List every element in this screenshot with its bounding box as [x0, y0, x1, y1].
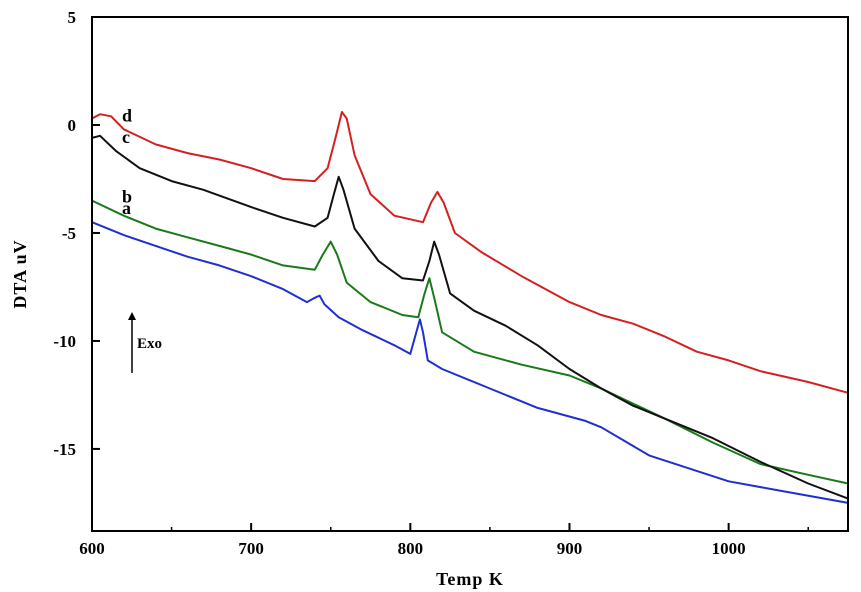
x-tick-label: 600: [79, 539, 105, 558]
series-line-b: [91, 199, 849, 485]
exo-annotation: Exo: [128, 312, 162, 373]
plot-frame: [91, 16, 849, 532]
curve-label-d: d: [122, 106, 132, 126]
y-tick-label: -5: [62, 224, 76, 243]
x-tick-label: 800: [398, 539, 424, 558]
series-line-d: [91, 111, 849, 394]
x-tick-label: 700: [238, 539, 264, 558]
y-axis-title: DTA uV: [10, 239, 30, 308]
curve-label-a: a: [122, 198, 131, 218]
exo-arrow-head: [128, 312, 136, 320]
x-axis-title: Temp K: [436, 569, 504, 589]
curve-label-c: c: [122, 127, 130, 147]
x-tick-label: 900: [557, 539, 583, 558]
exo-label: Exo: [137, 336, 162, 352]
x-tick-label: 1000: [712, 539, 746, 558]
y-tick-label: -15: [53, 440, 76, 459]
curve-label-b: b: [122, 187, 132, 207]
y-tick-label: -10: [53, 332, 76, 351]
y-tick-label: 0: [68, 116, 77, 135]
series-line-c: [91, 134, 849, 500]
series-line-a: [91, 221, 849, 504]
y-tick-label: 5: [68, 8, 77, 27]
